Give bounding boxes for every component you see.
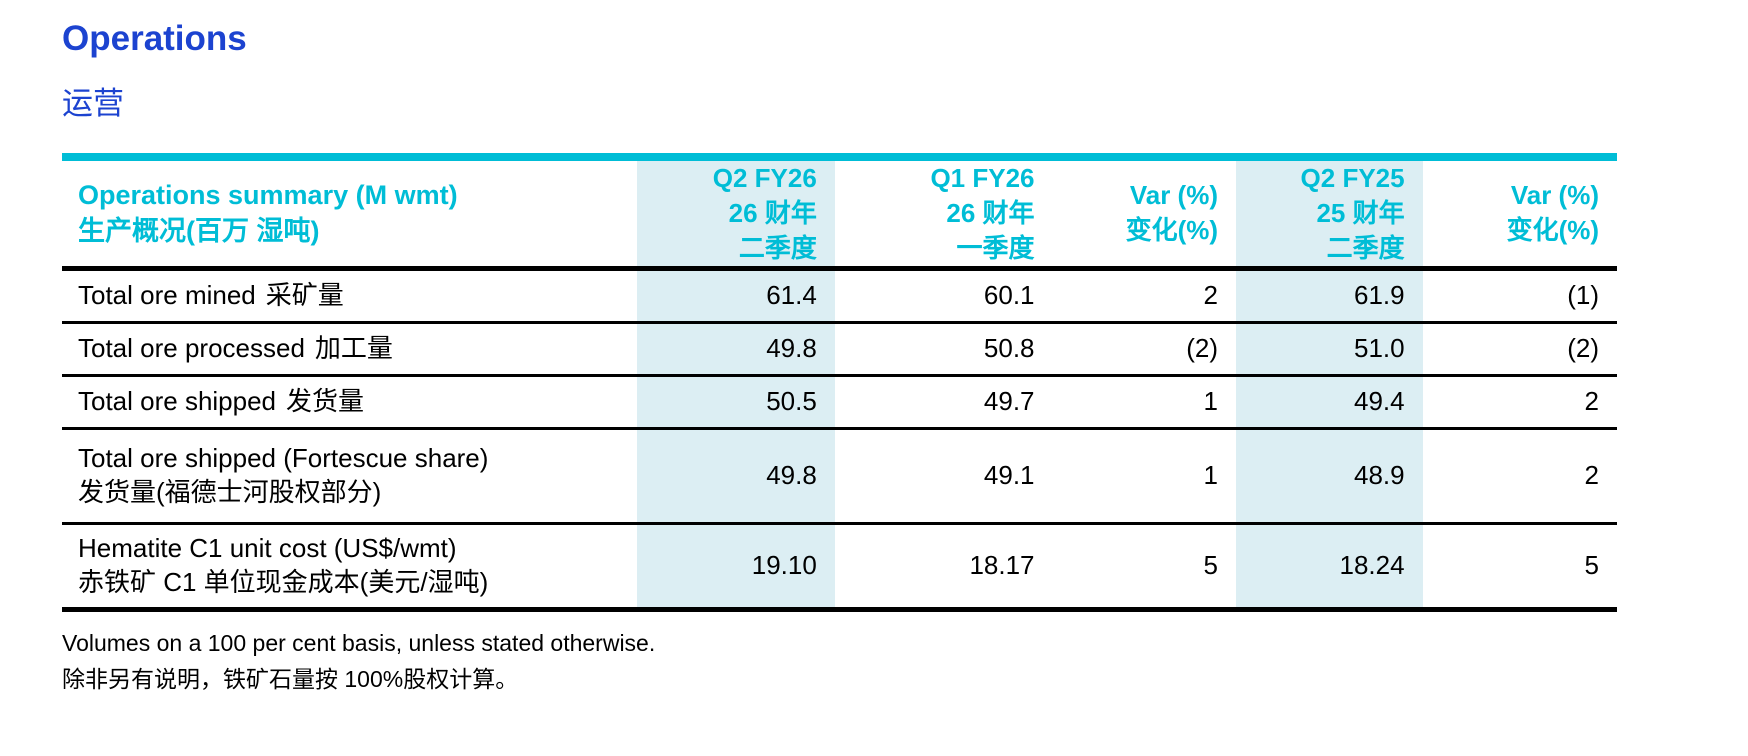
col-header-q2-fy26: Q2 FY26 26 财年 二季度 — [637, 152, 835, 271]
row-label-en: Total ore processed — [78, 332, 305, 363]
row-label-cell: Total ore processed 加工量 — [62, 322, 638, 377]
row-label-cell: Total ore mined 采矿量 — [62, 268, 638, 324]
cell-value: 49.7 — [834, 375, 1053, 430]
cell-value: 49.8 — [637, 322, 835, 377]
row-label-zh: 采矿量 — [265, 279, 344, 310]
footnote-zh: 除非另有说明，铁矿石量按 100%股权计算。 — [62, 666, 519, 693]
row-label-cell: Hematite C1 unit cost (US$/wmt) 赤铁矿 C1 单位… — [62, 523, 638, 612]
page-title: Operations — [62, 19, 247, 58]
row-label-zh: 发货量 — [286, 385, 365, 416]
header-line: 变化(%) — [1125, 215, 1218, 246]
table-title-cell: Operations summary (M wmt) 生产概况(百万 湿吨) — [62, 152, 638, 271]
cell-value: 18.24 — [1236, 523, 1423, 612]
col-header-var-1: Var (%) 变化(%) — [1052, 152, 1236, 271]
cell-value: 50.8 — [834, 322, 1053, 377]
col-header-q1-fy26: Q1 FY26 26 财年 一季度 — [834, 152, 1053, 271]
header-line: Var (%) — [1129, 180, 1218, 211]
header-line: Var (%) — [1510, 180, 1599, 211]
row-label-cell: Total ore shipped (Fortescue share) 发货量(福… — [62, 428, 638, 525]
table-title-en: Operations summary (M wmt) — [78, 179, 458, 210]
cell-value: 51.0 — [1236, 322, 1423, 377]
cell-value: 5 — [1052, 523, 1236, 612]
row-label-zh: 赤铁矿 C1 单位现金成本(美元/湿吨) — [78, 566, 489, 597]
header-line: 26 财年 — [728, 197, 817, 228]
row-label-en: Total ore shipped — [78, 385, 277, 416]
row-label-zh: 发货量(福德士河股权部分) — [78, 476, 382, 507]
page-title-zh: 运营 — [62, 85, 124, 121]
cell-value: (1) — [1422, 268, 1617, 324]
cell-value: 61.9 — [1236, 268, 1423, 324]
cell-value: 2 — [1422, 375, 1617, 430]
cell-value: 1 — [1052, 428, 1236, 525]
cell-value: 18.17 — [834, 523, 1053, 612]
row-label-cell: Total ore shipped 发货量 — [62, 375, 638, 430]
header-line: 26 财年 — [946, 197, 1035, 228]
cell-value: 2 — [1422, 428, 1617, 525]
table-row-total-ore-mined: Total ore mined 采矿量 61.4 60.1 2 61.9 (1) — [62, 268, 1617, 324]
header-line: 变化(%) — [1506, 215, 1599, 246]
row-label-en: Total ore shipped (Fortescue share) — [78, 443, 489, 474]
header-line: 一季度 — [956, 232, 1035, 263]
cell-value: 1 — [1052, 375, 1236, 430]
table-row-total-ore-shipped: Total ore shipped 发货量 50.5 49.7 1 49.4 2 — [62, 375, 1617, 430]
col-header-q2-fy25: Q2 FY25 25 财年 二季度 — [1236, 152, 1423, 271]
cell-value: 50.5 — [637, 375, 835, 430]
col-header-var-2: Var (%) 变化(%) — [1422, 152, 1617, 271]
table-row-total-ore-shipped-fortescue-share: Total ore shipped (Fortescue share) 发货量(福… — [62, 428, 1617, 525]
cell-value: 5 — [1422, 523, 1617, 612]
header-line: Q2 FY25 — [1300, 162, 1405, 193]
table-header-row: Operations summary (M wmt) 生产概况(百万 湿吨) Q… — [62, 152, 1617, 271]
table-footnotes: Volumes on a 100 per cent basis, unless … — [62, 626, 1748, 697]
cell-value: 48.9 — [1236, 428, 1423, 525]
footnote-en: Volumes on a 100 per cent basis, unless … — [62, 629, 656, 656]
cell-value: 19.10 — [637, 523, 835, 612]
cell-value: 2 — [1052, 268, 1236, 324]
cell-value: (2) — [1422, 322, 1617, 377]
header-line: 二季度 — [738, 232, 817, 263]
cell-value: 49.8 — [637, 428, 835, 525]
cell-value: 61.4 — [637, 268, 835, 324]
row-label-en: Total ore mined — [78, 279, 256, 310]
table-row-hematite-c1-unit-cost: Hematite C1 unit cost (US$/wmt) 赤铁矿 C1 单位… — [62, 523, 1617, 612]
operations-summary-table: Operations summary (M wmt) 生产概况(百万 湿吨) Q… — [62, 152, 1617, 612]
table-title-zh: 生产概况(百万 湿吨) — [78, 216, 320, 247]
header-line: 25 财年 — [1316, 197, 1405, 228]
row-label-zh: 加工量 — [314, 332, 393, 363]
header-line: 二季度 — [1326, 232, 1405, 263]
header-line: Q1 FY26 — [930, 162, 1035, 193]
cell-value: 60.1 — [834, 268, 1053, 324]
cell-value: (2) — [1052, 322, 1236, 377]
cell-value: 49.4 — [1236, 375, 1423, 430]
cell-value: 49.1 — [834, 428, 1053, 525]
table-row-total-ore-processed: Total ore processed 加工量 49.8 50.8 (2) 51.… — [62, 322, 1617, 377]
header-line: Q2 FY26 — [712, 162, 817, 193]
row-label-en: Hematite C1 unit cost (US$/wmt) — [78, 533, 457, 564]
